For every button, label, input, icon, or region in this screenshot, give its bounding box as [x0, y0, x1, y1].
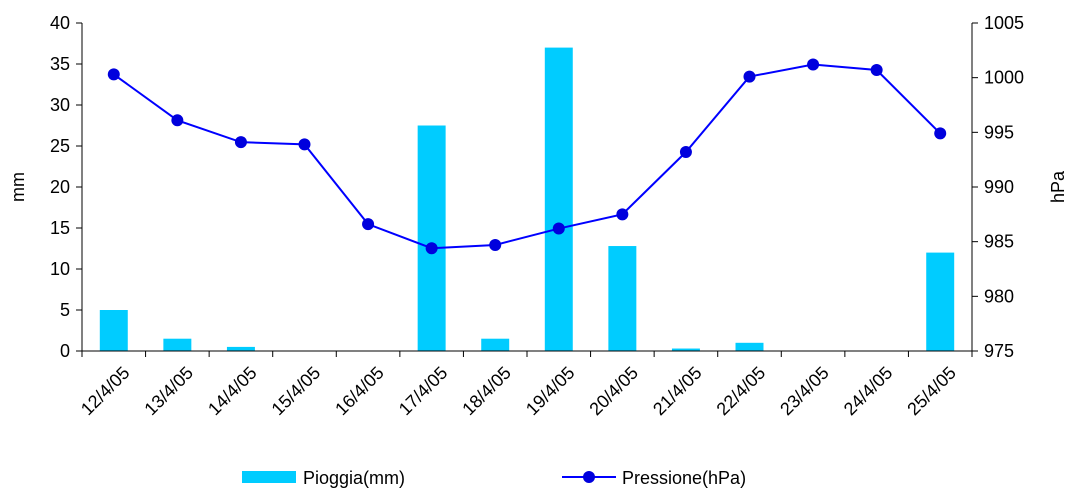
- legend-line-marker: [583, 471, 595, 483]
- pressure-point: [679, 146, 692, 159]
- y-tick-label: 0: [60, 341, 70, 361]
- rain-bar: [99, 310, 128, 351]
- pressure-point: [234, 136, 247, 149]
- y2-tick-label: 975: [984, 341, 1014, 361]
- rain-bars: [99, 47, 955, 351]
- legend-bar-label: Pioggia(mm): [303, 468, 405, 488]
- y-tick-label: 35: [50, 54, 70, 74]
- x-tick-label: 22/4/05: [713, 363, 770, 420]
- y-tick-label: 25: [50, 136, 70, 156]
- y-tick-label: 30: [50, 95, 70, 115]
- x-tick-label: 24/4/05: [840, 363, 897, 420]
- pressure-point: [362, 218, 375, 231]
- rain-bar: [608, 246, 637, 351]
- pressure-point: [743, 70, 756, 83]
- pressure-series-line: [113, 63, 941, 250]
- x-tick-label: 13/4/05: [140, 363, 197, 420]
- rain-bar: [417, 125, 446, 351]
- x-tick-label: 18/4/05: [458, 363, 515, 420]
- y-tick-label: 20: [50, 177, 70, 197]
- pressure-point: [807, 58, 820, 71]
- y2-tick-label: 985: [984, 232, 1014, 252]
- x-tick-label: 17/4/05: [395, 363, 452, 420]
- y-tick-label: 5: [60, 300, 70, 320]
- axes: [76, 22, 978, 357]
- legend-bar-swatch: [242, 471, 296, 483]
- x-tick-label: 23/4/05: [776, 363, 833, 420]
- pressure-point: [425, 242, 438, 255]
- rain-bar: [671, 348, 700, 351]
- pressure-point: [552, 222, 565, 235]
- legend-line-label: Pressione(hPa): [622, 468, 746, 488]
- y2-tick-label: 990: [984, 177, 1014, 197]
- x-tick-label: 21/4/05: [649, 363, 706, 420]
- y2-tick-label: 995: [984, 122, 1014, 142]
- y2-axis-title: hPa: [1048, 170, 1068, 203]
- y2-tick-label: 1005: [984, 13, 1024, 33]
- x-tick-label: 19/4/05: [522, 363, 579, 420]
- pressure-point: [171, 114, 184, 127]
- rain-bar: [735, 342, 764, 351]
- pressure-point: [870, 64, 883, 77]
- rain-bar: [226, 346, 255, 351]
- x-tick-label: 16/4/05: [331, 363, 388, 420]
- rain-bar: [163, 338, 192, 351]
- pressure-point: [934, 127, 947, 140]
- pressure-point: [107, 68, 120, 81]
- pressure-point: [298, 138, 311, 151]
- x-tick-label: 14/4/05: [204, 363, 261, 420]
- rain-bar: [926, 252, 955, 351]
- y2-tick-label: 1000: [984, 68, 1024, 88]
- x-tick-label: 25/4/05: [903, 363, 960, 420]
- legend: Pioggia(mm) Pressione(hPa): [242, 468, 746, 488]
- y-axis-title: mm: [8, 172, 28, 202]
- y-tick-label: 40: [50, 13, 70, 33]
- pressure-point: [489, 238, 502, 251]
- rain-bar: [544, 47, 573, 351]
- y-tick-label: 10: [50, 259, 70, 279]
- x-tick-label: 20/4/05: [585, 363, 642, 420]
- pressure-point: [616, 208, 629, 221]
- x-tick-label: 15/4/05: [268, 363, 325, 420]
- y2-tick-label: 980: [984, 286, 1014, 306]
- x-tick-label: 12/4/05: [77, 363, 134, 420]
- y-tick-label: 15: [50, 218, 70, 238]
- rain-bar: [481, 338, 510, 351]
- pressure-line: [107, 58, 947, 255]
